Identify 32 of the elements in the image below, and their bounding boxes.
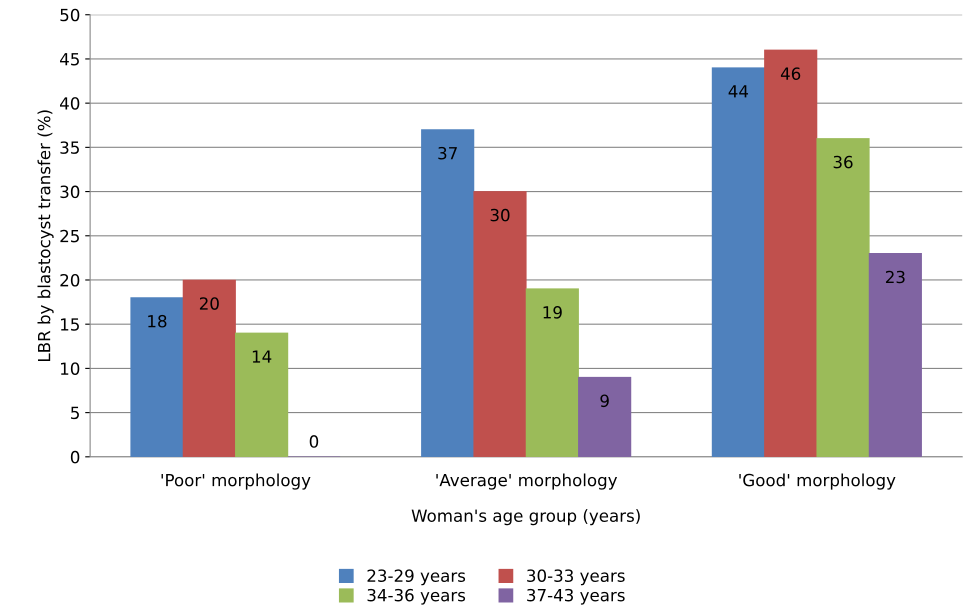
data-label: 46	[780, 67, 800, 80]
x-tick-label: 'Average' morphology	[436, 473, 618, 490]
x-tick-label: 'Poor' morphology	[162, 473, 310, 490]
data-label: 9	[600, 394, 609, 408]
data-label: 23	[886, 270, 905, 284]
legend-label: 37-43 years	[527, 588, 625, 605]
y-axis-title: LBR by blastocyst transfer (%)	[38, 110, 54, 361]
x-tick-label: 'Good' morphology	[739, 473, 896, 490]
y-tick-label: 0	[70, 450, 80, 464]
data-label: 19	[544, 306, 562, 319]
y-tick-label: 50	[60, 8, 80, 22]
y-tick-label: 40	[60, 97, 80, 110]
y-tick-label: 5	[71, 406, 79, 420]
y-tick-label: 30	[60, 186, 80, 198]
data-label: 20	[200, 297, 219, 310]
data-label: 44	[728, 85, 748, 98]
y-tick-label: 25	[60, 230, 79, 242]
data-label: 37	[438, 146, 457, 160]
legend-label: 30-33 years	[527, 569, 625, 586]
y-tick-label: 20	[60, 274, 80, 287]
data-label: 36	[834, 156, 853, 168]
legend-label: 34-36 years	[368, 588, 466, 605]
data-label: 30	[490, 208, 510, 222]
x-axis-title: Woman's age group (years)	[412, 509, 640, 526]
legend-label: 23-29 years	[368, 569, 466, 586]
data-label: 18	[148, 314, 166, 328]
y-tick-label: 10	[61, 362, 80, 375]
data-label: 0	[310, 435, 318, 448]
data-label: 14	[252, 350, 272, 363]
y-tick-label: 45	[60, 53, 79, 66]
y-tick-label: 15	[61, 318, 79, 331]
y-tick-label: 35	[60, 141, 79, 154]
